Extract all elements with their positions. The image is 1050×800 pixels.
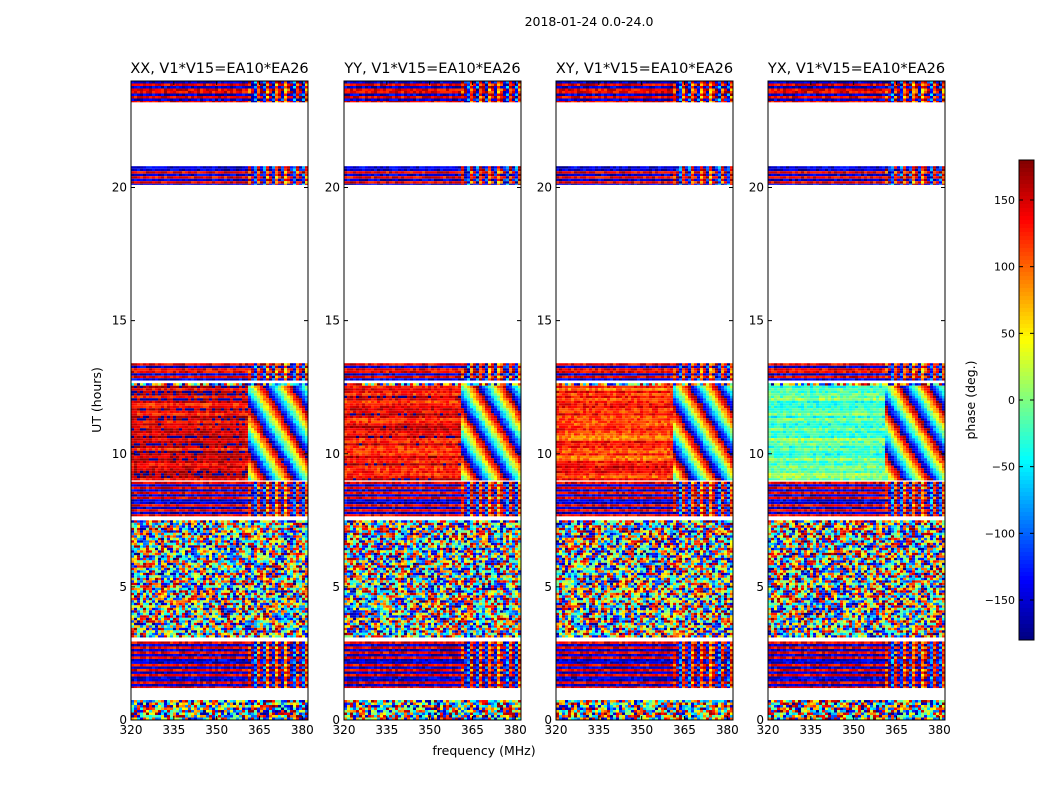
- x-tick-label: 335: [162, 723, 185, 737]
- panel-title: YY, V1*V15=EA10*EA26: [343, 61, 520, 77]
- x-tick-label: 365: [461, 723, 484, 737]
- y-tick-label: 5: [332, 580, 340, 594]
- x-tick-label: 350: [418, 723, 441, 737]
- x-tick-label: 350: [842, 723, 865, 737]
- colorbar-tick-label: −100: [985, 527, 1015, 540]
- y-tick-label: 0: [119, 713, 127, 727]
- y-tick-label: 10: [112, 447, 127, 461]
- y-tick-label: 15: [325, 314, 340, 328]
- y-tick-label: 15: [749, 314, 764, 328]
- colorbar: 150 100 50 0 −50 −100 −150: [985, 160, 1034, 641]
- x-tick-label: 350: [205, 723, 228, 737]
- x-tick-label: 335: [375, 723, 398, 737]
- panel-title: YX, V1*V15=EA10*EA26: [767, 61, 945, 77]
- x-tick-label: 335: [799, 723, 822, 737]
- colorbar-label: phase (deg.): [963, 361, 978, 440]
- y-tick-label: 5: [756, 580, 764, 594]
- y-tick-label: 20: [112, 181, 127, 195]
- y-tick-label: 0: [544, 713, 552, 727]
- figure-suptitle: 2018-01-24 0.0-24.0: [525, 14, 654, 29]
- panel-title: XY, V1*V15=EA10*EA26: [556, 61, 733, 77]
- y-tick-label: 20: [537, 181, 552, 195]
- y-axis-label: UT (hours): [89, 367, 104, 433]
- y-tick-label: 10: [749, 447, 764, 461]
- x-tick-label: 380: [928, 723, 951, 737]
- x-tick-label: 365: [248, 723, 271, 737]
- y-tick-label: 10: [537, 447, 552, 461]
- colorbar-tick-label: 150: [994, 194, 1015, 207]
- colorbar-tick-label: 0: [1008, 394, 1015, 407]
- y-tick-label: 5: [544, 580, 552, 594]
- colorbar-tick-label: 50: [1001, 327, 1015, 340]
- x-tick-label: 365: [673, 723, 696, 737]
- y-tick-label: 15: [537, 314, 552, 328]
- y-tick-label: 20: [749, 181, 764, 195]
- colorbar-tick-label: −150: [985, 594, 1015, 607]
- phase-heatmap: [556, 81, 733, 720]
- colorbar-tick-label: 100: [994, 261, 1015, 274]
- x-tick-label: 350: [630, 723, 653, 737]
- y-tick-label: 15: [112, 314, 127, 328]
- y-tick-label: 0: [332, 713, 340, 727]
- panel-title: XX, V1*V15=EA10*EA26: [130, 61, 308, 77]
- phase-heatmap: [344, 81, 521, 720]
- y-tick-label: 10: [325, 447, 340, 461]
- x-tick-label: 380: [504, 723, 527, 737]
- phase-heatmap: [768, 81, 945, 720]
- x-tick-label: 365: [885, 723, 908, 737]
- x-tick-label: 380: [716, 723, 739, 737]
- phase-heatmap: [131, 81, 308, 720]
- y-tick-label: 20: [325, 181, 340, 195]
- x-tick-label: 380: [291, 723, 314, 737]
- y-tick-label: 5: [119, 580, 127, 594]
- y-tick-label: 0: [756, 713, 764, 727]
- x-axis-label: frequency (MHz): [432, 743, 535, 758]
- colorbar-tick-label: −50: [992, 461, 1015, 474]
- x-tick-label: 335: [587, 723, 610, 737]
